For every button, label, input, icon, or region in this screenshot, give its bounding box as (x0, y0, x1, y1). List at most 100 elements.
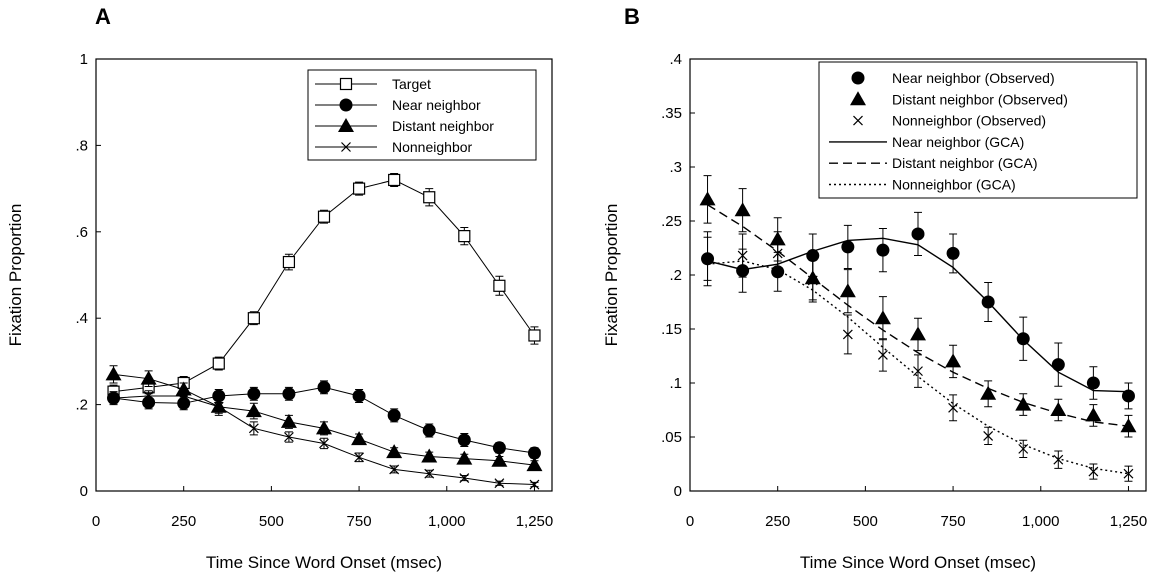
panel-a-series (105, 172, 543, 490)
panel-a-letter: A (95, 4, 111, 29)
panel-a-data-point (282, 255, 296, 269)
panel-a-y-axis-label: Fixation Proportion (6, 204, 25, 347)
panel-a-legend-marker (339, 98, 353, 112)
panel-b-y-tick-label: .25 (661, 213, 682, 230)
panel-b-data-point (983, 430, 994, 441)
panel-a-series-0 (107, 172, 541, 399)
panel-a-data-point (492, 441, 506, 455)
panel-a-legend-marker (341, 142, 351, 152)
panel-b-x-tick-label: 1,250 (1110, 513, 1148, 530)
panel-b-y-tick-label: 0 (674, 483, 682, 500)
panel-b-data-point (1121, 389, 1135, 403)
panel-b-x-axis: 0 250 500 750 1,000 1,250 (686, 486, 1147, 530)
panel-b-data-point (1015, 396, 1032, 411)
panel-a-data-point (387, 408, 401, 422)
panel-b-model-line (707, 204, 1129, 427)
panel-b-chart: B 0 .05 .1 .15 .2 .25 .3 .35 .4 0 250 500 750 1,000 1… (602, 4, 1147, 572)
panel-a-y-axis: 0 .2 .4 .6 .8 1 (75, 51, 101, 500)
panel-a-legend-marker (338, 118, 354, 132)
panel-b-data-point (1085, 407, 1102, 422)
panel-b-x-tick-label: 0 (686, 513, 694, 530)
panel-b-data-point (1053, 454, 1064, 465)
panel-a-y-tick-label: .2 (75, 397, 88, 414)
panel-b-data-point (945, 353, 962, 368)
panel-b-series-5 (707, 260, 1129, 475)
panel-b-model-line (707, 260, 1129, 475)
panel-a-data-point (493, 279, 506, 292)
panel-b-data-point (911, 227, 925, 241)
panel-a-data-point (388, 173, 401, 187)
panel-a-data-point (459, 473, 470, 483)
panel-a-y-tick-label: .6 (75, 224, 88, 241)
panel-a-data-point (352, 389, 366, 403)
panel-b-data-point (874, 310, 891, 325)
panel-b-data-point (877, 349, 888, 360)
panel-a-data-point (178, 391, 189, 401)
panel-a-data-point (527, 446, 541, 460)
panel-a-y-tick-label: 0 (80, 483, 88, 500)
panel-a-data-point (212, 357, 225, 370)
panel-a-data-point (422, 424, 436, 438)
panel-b-data-point (699, 191, 716, 206)
panel-b-legend: Near neighbor (Observed) Distant neighbor… (818, 61, 1138, 199)
panel-a-data-point (108, 393, 119, 404)
panel-a-data-point (386, 444, 403, 459)
panel-a-legend-item: Distant neighbor (315, 118, 494, 134)
panel-a-x-tick-label: 500 (259, 513, 284, 530)
panel-b-series-4 (707, 204, 1129, 427)
panel-a-x-tick-label: 1,000 (428, 513, 466, 530)
panel-b-legend-item: Nonneighbor (Observed) (853, 113, 1046, 129)
panel-a-data-point (424, 468, 435, 479)
panel-b-y-axis-label: Fixation Proportion (602, 204, 621, 347)
panel-a-data-point (354, 452, 365, 463)
panel-b-data-point (910, 326, 926, 341)
panel-a-data-point (213, 401, 224, 412)
panel-b-data-point (1018, 443, 1029, 454)
panel-a-series-3 (108, 390, 540, 490)
panel-b-data-point (737, 250, 748, 261)
panel-b-legend-item: Nonneighbor (GCA) (829, 177, 1016, 193)
panel-a-data-point (352, 182, 366, 195)
panel-a-legend: Target Near neighbor Distant neighbor Nonne… (307, 69, 537, 161)
panel-b-legend-marker (850, 91, 866, 106)
panel-a-data-point (105, 366, 122, 381)
panel-a-plot-frame (95, 58, 553, 492)
panel-a-legend-label: Nonneighbor (392, 139, 473, 155)
panel-a-legend-label: Near neighbor (392, 97, 481, 113)
panel-b-y-tick-label: .05 (661, 429, 682, 446)
panel-a-data-point (247, 387, 261, 401)
panel-a-data-point (247, 312, 260, 325)
panel-b-data-point (876, 243, 890, 257)
panel-b-y-tick-label: .1 (669, 375, 682, 392)
panel-a-data-point (316, 420, 332, 435)
panel-a-data-point (319, 438, 329, 449)
panel-a-data-point (389, 464, 400, 475)
panel-a-data-point (526, 457, 543, 472)
panel-a-data-point (280, 413, 297, 428)
panel-b-x-tick-label: 500 (853, 513, 878, 530)
panel-b-data-point (842, 329, 853, 340)
panel-a-data-point (421, 448, 438, 463)
panel-a-series-1 (107, 380, 541, 460)
panel-b-data-point (734, 202, 751, 217)
panel-a-legend-label: Target (392, 76, 431, 92)
panel-a-legend-item: Nonneighbor (315, 139, 473, 155)
panel-b-y-tick-label: .35 (661, 105, 682, 122)
panel-a-data-point (245, 403, 262, 418)
panel-b-legend-marker (853, 115, 863, 126)
panel-a-y-tick-label: 1 (80, 51, 88, 68)
panel-b-letter: B (624, 4, 640, 29)
panel-a-x-axis: 0 250 500 750 1,000 1,250 (92, 486, 553, 530)
panel-b-data-point (946, 246, 960, 260)
panel-b-legend-label: Near neighbor (GCA) (892, 134, 1024, 150)
panel-b-series (699, 175, 1137, 482)
panel-a-x-tick-label: 0 (92, 513, 100, 530)
panel-a-x-tick-label: 250 (171, 513, 196, 530)
panel-b-x-tick-label: 1,000 (1022, 513, 1060, 530)
panel-b-data-point (839, 283, 856, 298)
panel-b-y-tick-label: .4 (669, 51, 682, 68)
panel-b-legend-item: Near neighbor (GCA) (829, 134, 1024, 150)
panel-a-data-point (140, 370, 157, 385)
panel-b-y-tick-label: .2 (669, 267, 682, 284)
panel-a-data-point (143, 391, 154, 401)
